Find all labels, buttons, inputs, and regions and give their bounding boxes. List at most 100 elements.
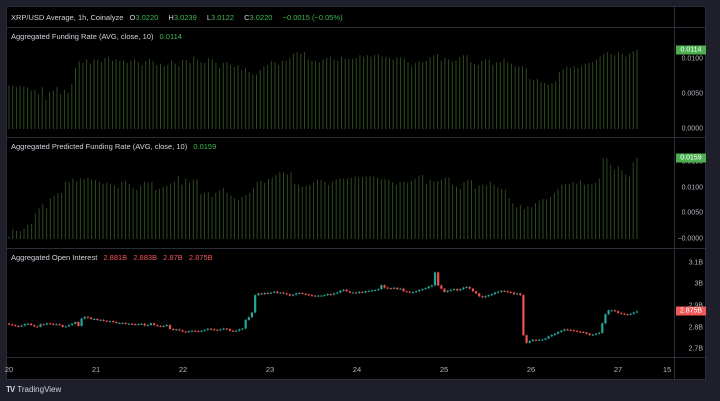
candle-body: [228, 328, 232, 331]
candle-body: [560, 330, 563, 332]
open-interest-title[interactable]: Aggregated Open Interest: [11, 253, 98, 262]
candle-body: [137, 324, 140, 326]
candle-body: [310, 295, 314, 297]
candle-body: [124, 322, 127, 324]
candle-body: [48, 323, 52, 325]
candle-body: [168, 325, 172, 329]
candle-body: [613, 310, 617, 312]
candle-body: [629, 313, 632, 315]
candle-body: [153, 323, 156, 326]
candle-body: [462, 287, 465, 290]
candle-body: [620, 312, 623, 314]
candle-body: [99, 319, 102, 321]
predicted-funding-pane[interactable]: Aggregated Predicted Funding Rate (AVG, …: [7, 138, 674, 249]
axis-tick: 3B: [694, 280, 703, 288]
axis-tick: −0.0000: [677, 235, 704, 243]
candle-body: [225, 328, 228, 330]
candle-body: [219, 329, 222, 331]
time-axis[interactable]: 20 21 22 23 24 25 26 27 15: [4, 358, 674, 380]
predicted-funding-legend: Aggregated Predicted Funding Rate (AVG, …: [11, 142, 220, 151]
candle-body: [418, 289, 421, 292]
candle-body: [635, 311, 639, 313]
funding-rate-axis[interactable]: 0.0100 0.0050 0.0000 0.0114: [674, 28, 707, 138]
funding-rate-value: 0.0114: [159, 32, 182, 41]
predicted-funding-title[interactable]: Aggregated Predicted Funding Rate (AVG, …: [11, 142, 188, 151]
candle-body: [459, 289, 462, 291]
candle-body: [519, 293, 522, 296]
candle-body: [77, 322, 80, 326]
symbol-title[interactable]: XRP/USD Average, 1h, Coinalyze: [11, 13, 124, 22]
candle-body: [430, 285, 433, 287]
predicted-funding-axis[interactable]: 0.0150 0.0100 0.0050 −0.0000 0.0159: [674, 138, 707, 249]
candle-body: [134, 324, 137, 326]
candle-body: [506, 291, 509, 293]
candle-body: [500, 290, 503, 292]
candle-body: [326, 294, 329, 296]
axis-tick: 0.0100: [681, 184, 703, 192]
axis-tick: 2.8B: [688, 324, 703, 332]
candle-body: [437, 272, 440, 286]
candle-body: [512, 292, 516, 295]
time-tick: 20: [4, 365, 14, 374]
low-value: 3.0122: [211, 13, 234, 22]
candle-body: [80, 318, 83, 326]
candle-body: [200, 330, 203, 332]
candle-body: [440, 285, 443, 289]
candle-body: [288, 294, 291, 296]
candle-body: [399, 288, 402, 290]
candle-body: [342, 289, 345, 291]
candle-body: [471, 288, 474, 292]
predicted-funding-bars: [8, 157, 638, 239]
candle-body: [585, 332, 588, 334]
candle-body: [105, 320, 108, 322]
candle-body: [355, 292, 358, 294]
candle-body: [575, 330, 579, 332]
candle-body: [187, 331, 190, 333]
open-interest-pane[interactable]: Aggregated Open Interest 2.881B 2.883B 2…: [7, 249, 674, 358]
candle-body: [345, 289, 348, 292]
candle-body: [411, 292, 415, 294]
candle-body: [380, 285, 383, 290]
main-price-axis[interactable]: [674, 7, 707, 28]
candle-body: [446, 290, 449, 292]
open-value: 3.0220: [135, 13, 159, 22]
candle-body: [351, 292, 355, 294]
candle-body: [408, 291, 411, 293]
candle-body: [414, 291, 418, 293]
candle-body: [361, 291, 364, 293]
candle-body: [509, 291, 512, 293]
funding-rate-title[interactable]: Aggregated Funding Rate (AVG, close, 10): [11, 32, 154, 41]
tradingview-brand[interactable]: TradingView: [17, 385, 62, 394]
candle-body: [550, 335, 553, 337]
candle-body: [96, 319, 99, 320]
candle-body: [367, 290, 370, 292]
candle-body: [231, 330, 235, 332]
candle-body: [291, 294, 295, 296]
candle-body: [216, 329, 219, 331]
candle-body: [102, 319, 105, 321]
candle-body: [531, 339, 534, 342]
tradingview-logo-icon[interactable]: TV: [6, 385, 15, 394]
candle-body: [332, 293, 336, 295]
candle-body: [468, 286, 471, 289]
funding-rate-pane[interactable]: Aggregated Funding Rate (AVG, close, 10)…: [7, 28, 674, 138]
candle-body: [127, 323, 131, 325]
candle-body: [71, 323, 74, 326]
candle-body: [172, 328, 175, 330]
candle-body: [348, 291, 351, 293]
candle-body: [238, 329, 241, 331]
candle-body: [487, 295, 490, 297]
candle-body: [497, 291, 500, 293]
funding-rate-bars: [8, 49, 638, 129]
candle-body: [557, 332, 560, 334]
candle-body: [222, 328, 225, 330]
open-interest-legend: Aggregated Open Interest 2.881B 2.883B 2…: [11, 253, 217, 262]
chart-frame: XRP/USD Average, 1h, Coinalyze O3.0220 H…: [4, 6, 707, 380]
candle-body: [58, 324, 61, 326]
candle-body: [452, 289, 456, 291]
time-tick: 22: [178, 365, 188, 374]
open-interest-axis[interactable]: 3.1B 3B 2.9B 2.8B 2.7B 2.875B: [674, 249, 707, 358]
oi-high: 2.883B: [133, 253, 158, 262]
candle-body: [279, 292, 282, 294]
current-value-tag: 0.0159: [676, 153, 706, 163]
